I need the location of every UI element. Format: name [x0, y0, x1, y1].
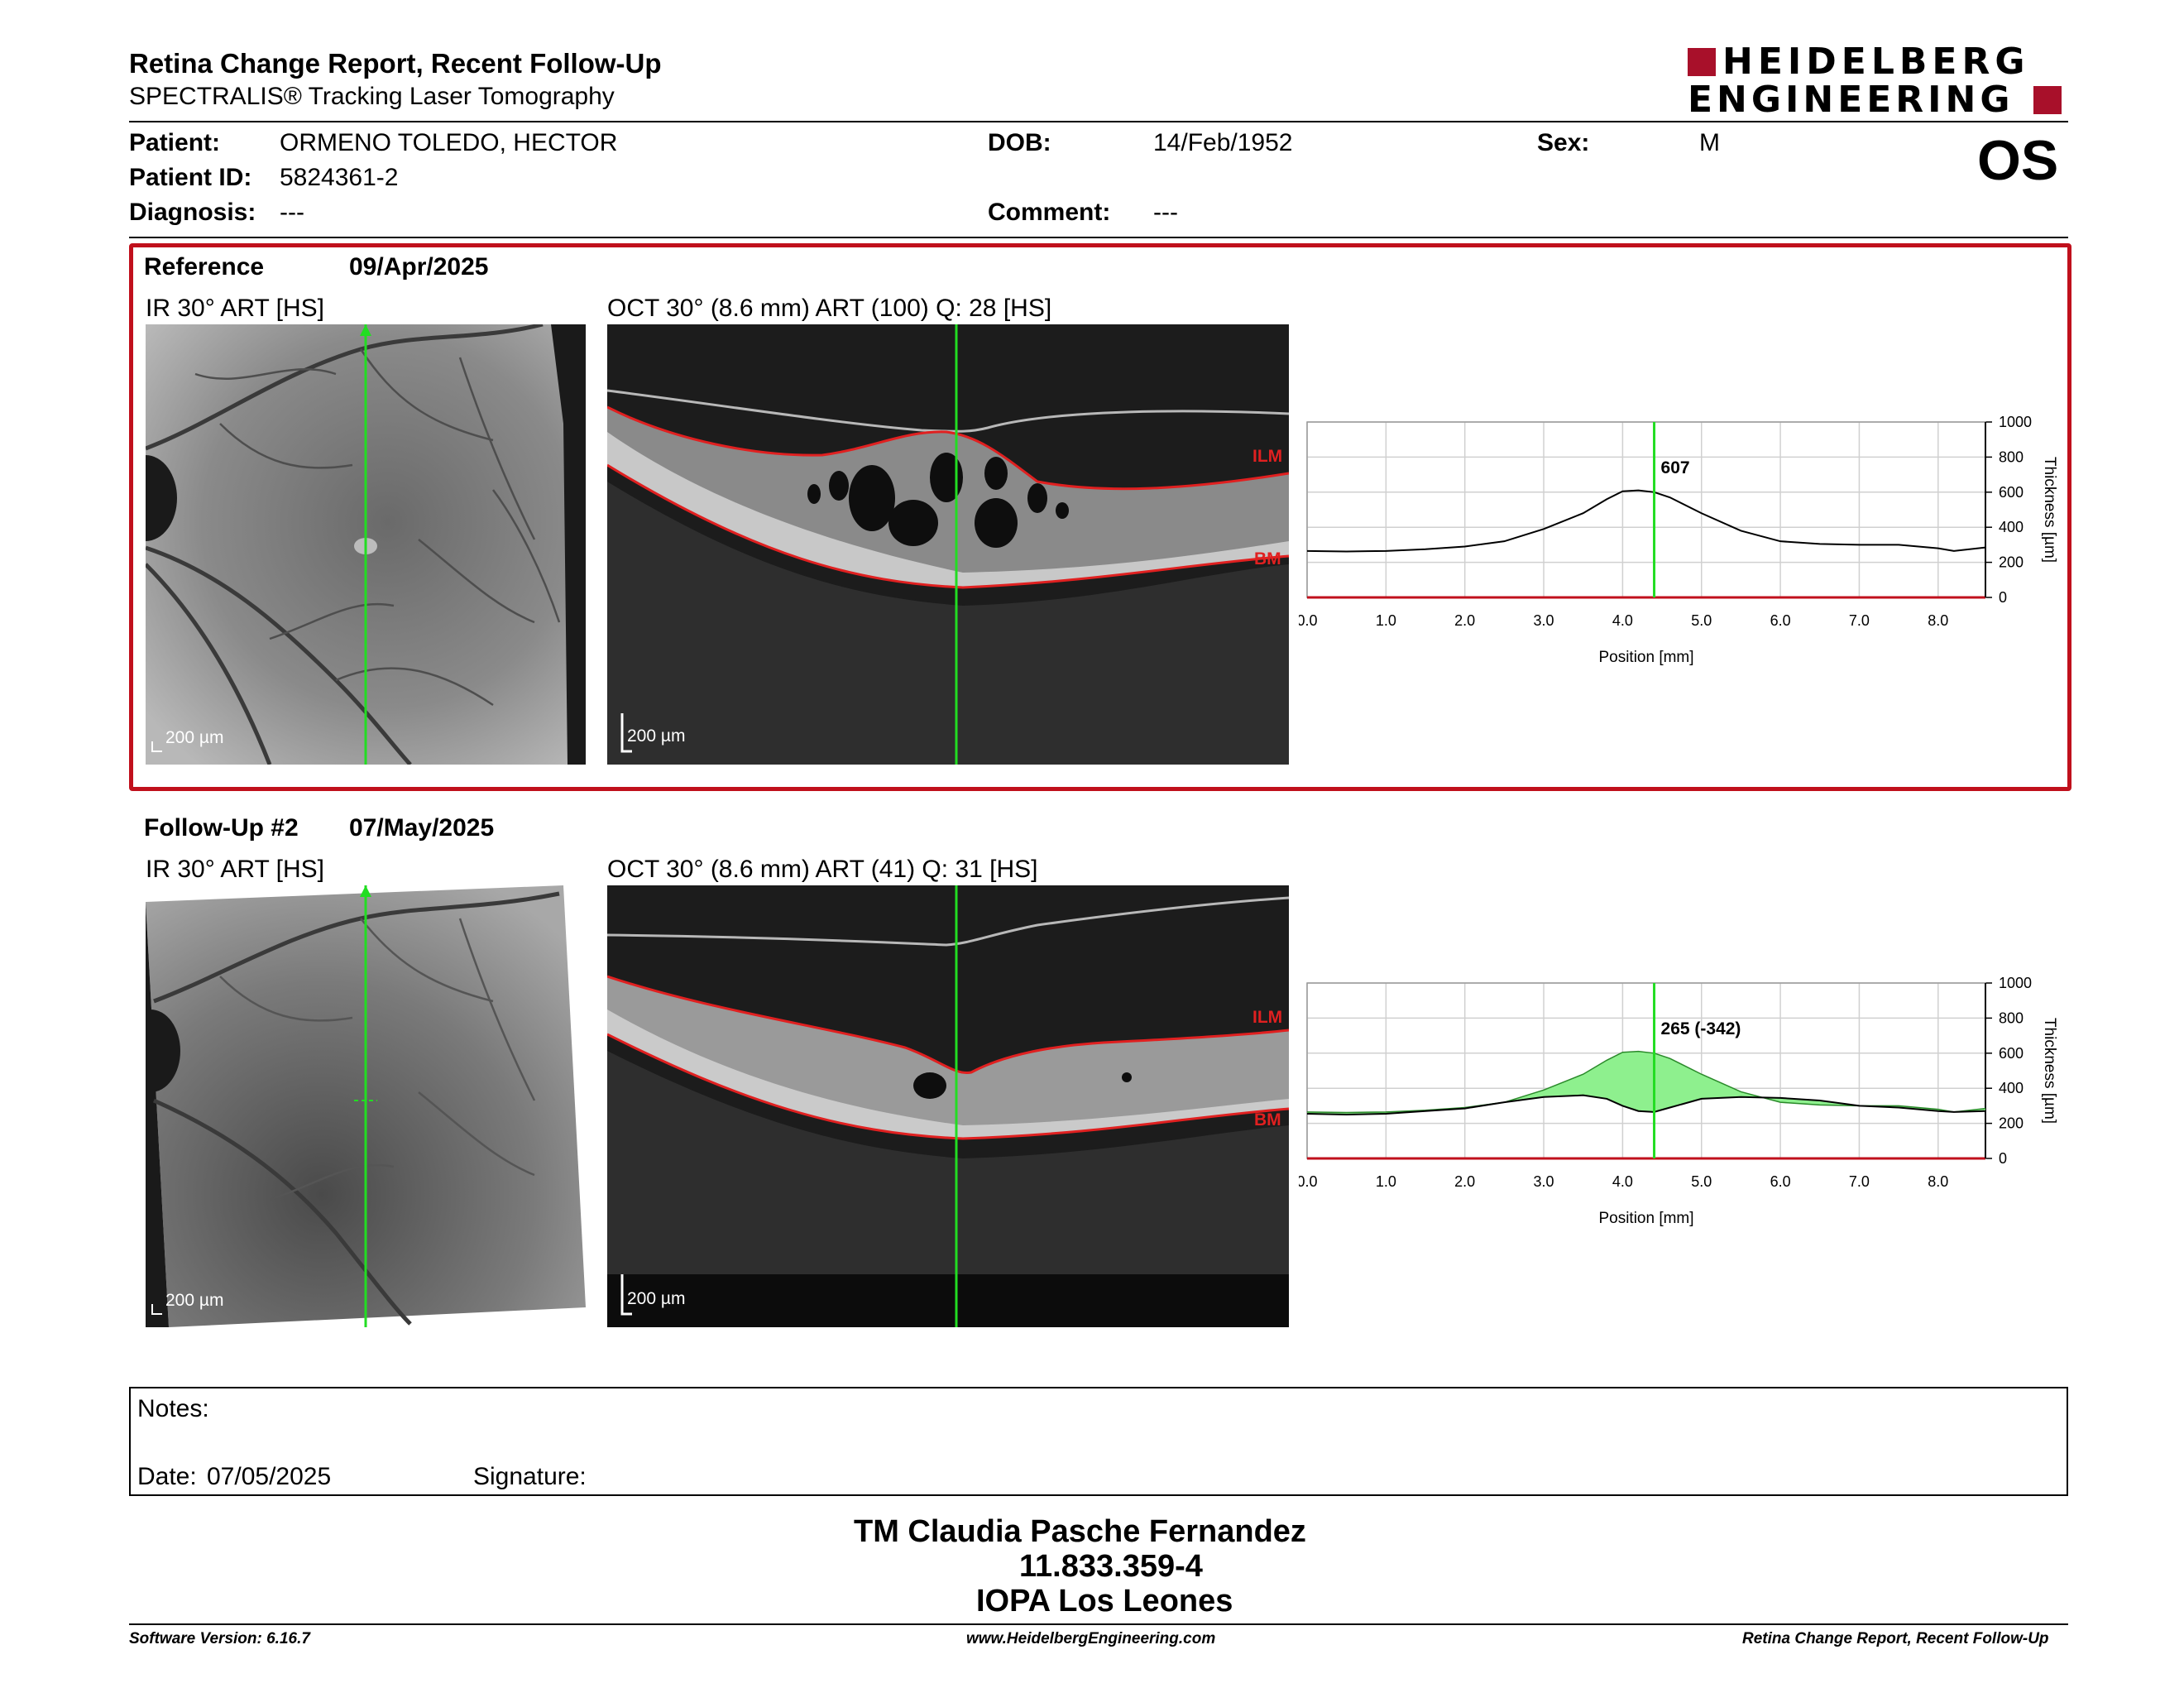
followup-chart-x-tick-label: 8.0: [1928, 1173, 1948, 1190]
report-title: Retina Change Report, Recent Follow-Up: [129, 48, 662, 79]
reference-chart-y-tick-label: 600: [1999, 484, 2024, 501]
followup-chart-x-axis-label: Position [mm]: [1598, 1210, 1693, 1227]
reference-chart-y-tick-label: 0: [1999, 589, 2007, 606]
reference-frame: [129, 243, 2071, 791]
followup-label: Follow-Up #2: [144, 814, 299, 842]
dob-label: DOB:: [988, 129, 1051, 156]
notes-box: Notes: Date: 07/05/2025 Signature:: [129, 1387, 2068, 1496]
reference-oct-title: OCT 30° (8.6 mm) ART (100) Q: 28 [HS]: [607, 295, 1052, 322]
logo-line1: HEIDELBERG: [1722, 41, 2030, 83]
reference-chart-y-tick-label: 800: [1999, 448, 2024, 465]
logo-square-bottom: [2033, 86, 2062, 114]
comment-label: Comment:: [988, 199, 1111, 226]
reference-chart-x-tick-label: 2.0: [1454, 612, 1475, 629]
report-subtitle: SPECTRALIS® Tracking Laser Tomography: [129, 83, 615, 110]
followup-chart-y-tick-label: 200: [1999, 1115, 2024, 1132]
institution-name: IOPA Los Leones: [976, 1584, 1233, 1618]
followup-chart-y-axis-label: Thickness [µm]: [2041, 1018, 2058, 1124]
followup-chart-change-area: [1307, 1051, 1985, 1115]
logo-square-top: [1688, 48, 1716, 76]
diagnosis-value: ---: [280, 199, 304, 226]
followup-chart-y-tick-label: 0: [1999, 1150, 2007, 1167]
patient-label: Patient:: [129, 129, 221, 156]
reference-chart-x-tick-label: 7.0: [1849, 612, 1870, 629]
notes-label: Notes:: [137, 1395, 209, 1422]
reference-date: 09/Apr/2025: [349, 253, 489, 281]
dob-value: 14/Feb/1952: [1153, 129, 1293, 156]
eye-indicator: OS: [1977, 129, 2059, 192]
followup-chart-y-tick-label: 1000: [1999, 975, 2032, 991]
followup-chart-y-tick-label: 800: [1999, 1009, 2024, 1026]
diagnosis-label: Diagnosis:: [129, 199, 256, 226]
patient-id-label: Patient ID:: [129, 164, 252, 191]
notes-date-label: Date:: [137, 1463, 197, 1490]
followup-chart-x-tick-label: 0.0: [1299, 1173, 1318, 1190]
reference-oct-scale: 200 µm: [627, 727, 686, 746]
technician-rut: 11.833.359-4: [1019, 1549, 1203, 1584]
sex-value: M: [1699, 129, 1720, 156]
followup-chart-x-tick-label: 2.0: [1454, 1173, 1475, 1190]
footer-rule: [129, 1623, 2068, 1625]
reference-chart-x-tick-label: 6.0: [1770, 612, 1791, 629]
heidelberg-logo: HEIDELBERG ENGINEERING: [1688, 41, 2068, 121]
followup-oct-image: ILM BM 200 µm: [607, 885, 1289, 1327]
followup-ir-title: IR 30° ART [HS]: [146, 856, 324, 883]
reference-oct-image: ILM BM 200 µm: [607, 324, 1289, 765]
reference-chart-plot-frame: [1306, 421, 1986, 598]
followup-chart-reference-line: [1306, 1050, 1986, 1114]
followup-chart-x-tick-label: 3.0: [1534, 1173, 1554, 1190]
sex-label: Sex:: [1537, 129, 1590, 156]
reference-chart-thickness-line: [1306, 489, 1986, 553]
followup-thickness-chart: 0.0 1.0 2.0 3.0 4.0 5.0 6.0 7.0 8.0 0 200 400 600 800…: [1299, 975, 2058, 1227]
followup-chart-x-tick-label: 1.0: [1376, 1173, 1396, 1190]
reference-chart-x-tick-label: 1.0: [1376, 612, 1396, 629]
reference-chart-y-tick-label: 1000: [1999, 414, 2032, 430]
followup-date: 07/May/2025: [349, 814, 495, 842]
reference-chart-x-axis-label: Position [mm]: [1598, 649, 1693, 666]
reference-ir-image: 200 µm: [146, 324, 586, 765]
followup-chart-followup-line: [1306, 1094, 1986, 1116]
reference-ir-title: IR 30° ART [HS]: [146, 295, 324, 322]
reference-label: Reference: [144, 253, 265, 281]
reference-ir-scale: 200 µm: [165, 728, 224, 747]
reference-ilm-label: ILM: [1252, 447, 1283, 466]
reference-chart-x-tick-label: 4.0: [1612, 612, 1633, 629]
reference-chart-y-tick-label: 400: [1999, 519, 2024, 535]
technician-name: TM Claudia Pasche Fernandez: [854, 1514, 1306, 1549]
reference-bm-label: BM: [1254, 549, 1281, 568]
followup-chart-y-tick-label: 600: [1999, 1045, 2024, 1062]
followup-oct-scale: 200 µm: [627, 1289, 686, 1308]
reference-chart-x-tick-label: 3.0: [1534, 612, 1554, 629]
footer-report-name: Retina Change Report, Recent Follow-Up: [1742, 1630, 2049, 1647]
reference-chart-y-axis-label: Thickness [µm]: [2041, 457, 2058, 563]
reference-chart-x-tick-label: 5.0: [1691, 612, 1712, 629]
followup-chart-x-tick-label: 7.0: [1849, 1173, 1870, 1190]
followup-chart-x-tick-label: 6.0: [1770, 1173, 1791, 1190]
header-rule: [129, 121, 2068, 122]
reference-chart-x-tick-label: 8.0: [1928, 612, 1948, 629]
reference-chart-y-tick-label: 200: [1999, 554, 2024, 571]
software-version: Software Version: 6.16.7: [129, 1630, 310, 1647]
followup-chart-x-tick-label: 5.0: [1691, 1173, 1712, 1190]
followup-chart-x-tick-label: 4.0: [1612, 1173, 1633, 1190]
patient-name: ORMENO TOLEDO, HECTOR: [280, 129, 618, 156]
followup-ir-scale: 200 µm: [165, 1291, 224, 1310]
followup-bm-label: BM: [1254, 1110, 1281, 1129]
patient-id: 5824361-2: [280, 164, 399, 191]
reference-thickness-chart: 0.0 1.0 2.0 3.0 4.0 5.0 6.0 7.0 8.0 0 200 400 600 800…: [1299, 414, 2058, 666]
reference-chart-x-tick-label: 0.0: [1299, 612, 1318, 629]
followup-ir-image: 200 µm: [146, 885, 586, 1327]
followup-chart-marker-value: 265 (-342): [1661, 1019, 1741, 1038]
logo-line2: ENGINEERING: [1688, 79, 2014, 121]
notes-date: 07/05/2025: [207, 1463, 332, 1490]
website-link[interactable]: www.HeidelbergEngineering.com: [966, 1630, 1216, 1647]
reference-chart-marker-value: 607: [1661, 458, 1690, 477]
followup-oct-title: OCT 30° (8.6 mm) ART (41) Q: 31 [HS]: [607, 856, 1038, 883]
signature-label: Signature:: [473, 1463, 587, 1490]
patient-rule: [129, 237, 2068, 238]
followup-ilm-label: ILM: [1252, 1008, 1283, 1027]
followup-chart-y-tick-label: 400: [1999, 1080, 2024, 1096]
comment-value: ---: [1153, 199, 1178, 226]
